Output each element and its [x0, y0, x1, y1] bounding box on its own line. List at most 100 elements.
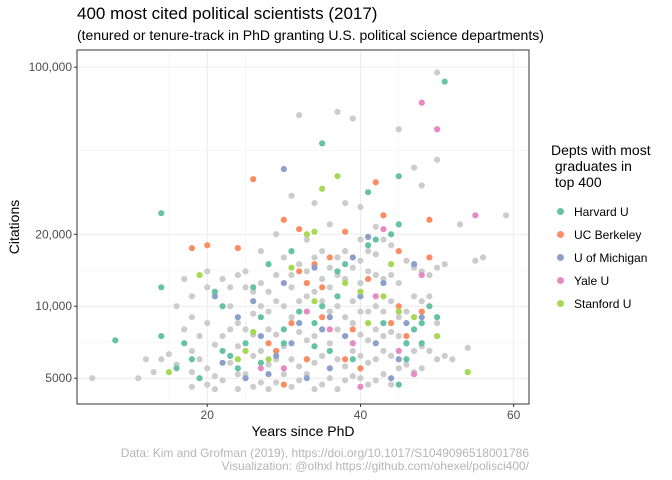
- point-other: [357, 279, 364, 287]
- point-other: [388, 271, 395, 279]
- point-other: [342, 314, 349, 321]
- point-harvard-u: [349, 356, 356, 363]
- point-harvard-u: [441, 78, 448, 85]
- point-other: [250, 352, 257, 359]
- point-harvard-u: [403, 340, 410, 347]
- point-yale-u: [326, 326, 333, 333]
- point-uc-berkeley: [250, 176, 257, 183]
- point-other: [380, 347, 387, 355]
- point-other: [395, 365, 402, 372]
- point-uc-berkeley: [319, 314, 326, 321]
- point-other: [135, 375, 142, 382]
- point-other: [334, 386, 341, 393]
- point-other: [334, 303, 341, 310]
- point-other: [257, 379, 264, 386]
- point-other: [296, 298, 303, 305]
- point-u-of-michigan: [219, 359, 226, 366]
- point-other: [296, 363, 303, 370]
- point-other: [296, 261, 303, 268]
- y-axis-label: Citations: [6, 199, 22, 255]
- point-stanford-u: [365, 320, 372, 327]
- point-harvard-u: [250, 284, 257, 291]
- point-other: [365, 337, 372, 344]
- point-stanford-u: [410, 314, 418, 321]
- point-other: [204, 381, 211, 388]
- point-other: [150, 369, 157, 376]
- plot-border: [76, 49, 530, 405]
- point-stanford-u: [342, 279, 349, 287]
- point-harvard-u: [173, 365, 180, 372]
- point-u-of-michigan: [296, 320, 303, 327]
- point-u-of-michigan: [403, 320, 410, 327]
- point-other: [456, 221, 464, 228]
- point-other: [326, 340, 333, 347]
- point-stanford-u: [250, 328, 257, 336]
- point-other: [173, 303, 180, 310]
- point-other: [219, 333, 226, 340]
- point-other: [349, 115, 356, 122]
- point-uc-berkeley: [296, 268, 303, 275]
- point-harvard-u: [334, 268, 341, 275]
- point-other: [211, 341, 218, 348]
- point-u-of-michigan: [311, 264, 318, 271]
- point-harvard-u: [426, 303, 433, 310]
- point-other: [311, 288, 318, 295]
- point-harvard-u: [410, 326, 418, 333]
- point-uc-berkeley: [288, 320, 295, 327]
- point-u-of-michigan: [388, 375, 395, 382]
- point-other: [372, 223, 379, 230]
- point-harvard-u: [334, 293, 341, 300]
- point-stanford-u: [234, 356, 241, 363]
- point-other: [303, 293, 310, 300]
- point-other: [319, 352, 326, 359]
- point-other: [472, 257, 479, 264]
- point-other: [288, 271, 295, 279]
- point-yale-u: [357, 383, 364, 390]
- point-other: [204, 365, 211, 372]
- point-other: [234, 320, 241, 327]
- point-other: [311, 200, 318, 207]
- point-uc-berkeley: [296, 226, 303, 233]
- plot-panel: [77, 50, 529, 404]
- point-other: [449, 356, 456, 363]
- x-tick-label: 40: [354, 408, 368, 422]
- legend-dot-michigan: [557, 254, 564, 261]
- point-other: [502, 212, 510, 219]
- point-harvard-u: [257, 314, 264, 321]
- point-yale-u: [280, 365, 287, 372]
- point-other: [188, 383, 196, 390]
- point-uc-berkeley: [357, 365, 364, 372]
- point-harvard-u: [380, 320, 387, 327]
- point-uc-berkeley: [395, 248, 402, 255]
- point-harvard-u: [288, 248, 295, 255]
- point-u-of-michigan: [211, 293, 218, 300]
- point-stanford-u: [196, 271, 203, 279]
- point-u-of-michigan: [265, 371, 272, 378]
- point-yale-u: [303, 308, 310, 315]
- point-harvard-u: [158, 210, 165, 217]
- point-other: [380, 333, 387, 340]
- point-uc-berkeley: [342, 228, 349, 235]
- point-uc-berkeley: [380, 212, 387, 219]
- visualization-credit-caption: Visualization: @olhxl https://github.com…: [221, 459, 529, 473]
- point-u-of-michigan: [418, 314, 425, 321]
- point-other: [357, 308, 364, 315]
- point-other: [265, 386, 272, 393]
- point-uc-berkeley: [403, 333, 410, 340]
- point-yale-u: [395, 347, 402, 355]
- point-other: [357, 331, 364, 338]
- point-other: [196, 356, 203, 363]
- point-other: [319, 298, 326, 305]
- point-other: [418, 298, 425, 305]
- point-other: [365, 268, 372, 275]
- point-u-of-michigan: [395, 356, 402, 363]
- point-harvard-u: [395, 381, 402, 388]
- x-tick-label: 20: [201, 408, 215, 422]
- point-other: [188, 314, 196, 321]
- point-stanford-u: [303, 231, 310, 238]
- point-other: [311, 254, 318, 261]
- point-other: [303, 337, 310, 344]
- point-other: [365, 248, 372, 255]
- point-other: [257, 347, 264, 355]
- point-other: [334, 326, 341, 333]
